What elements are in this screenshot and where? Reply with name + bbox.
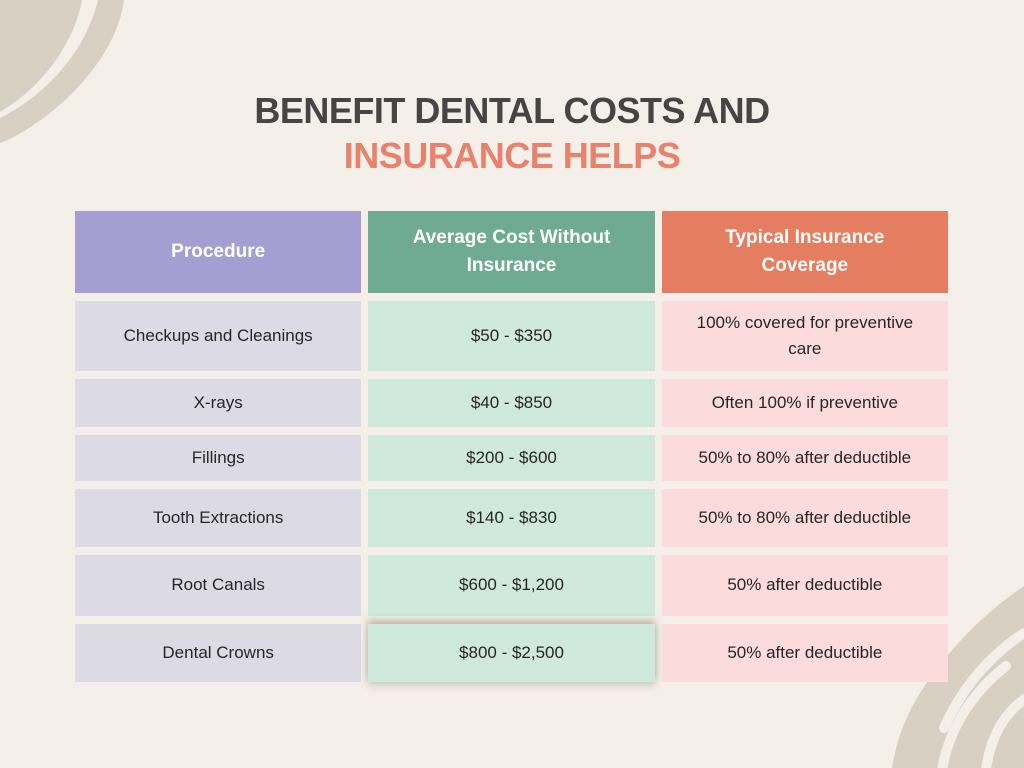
table-cell-cost: $200 - $600 (368, 435, 655, 481)
table-cell-coverage: Often 100% if preventive (661, 379, 948, 427)
table-cell-coverage: 50% to 80% after deductible (661, 489, 948, 547)
table-cell-coverage: 50% after deductible (661, 555, 948, 616)
table-cell-procedure: Fillings (75, 435, 362, 481)
table-cell-procedure: Root Canals (75, 555, 362, 616)
table-cell-coverage: 50% to 80% after deductible (661, 435, 948, 481)
table-cell-procedure: Tooth Extractions (75, 489, 362, 547)
column-header-procedure: Procedure (75, 211, 362, 293)
dental-costs-table: Procedure Average Cost Without Insurance… (75, 211, 948, 682)
table-cell-cost: $600 - $1,200 (368, 555, 655, 616)
page-title: BENEFIT DENTAL COSTS AND INSURANCE HELPS (0, 88, 1024, 178)
page-title-line-1: BENEFIT DENTAL COSTS AND (254, 90, 770, 131)
table-cell-cost: $800 - $2,500 (368, 624, 655, 682)
page-title-line-2: INSURANCE HELPS (343, 135, 681, 176)
column-header-insurance-coverage: Typical Insurance Coverage (661, 211, 948, 293)
table-cell-procedure: Dental Crowns (75, 624, 362, 682)
table-cell-procedure: Checkups and Cleanings (75, 301, 362, 371)
table-cell-procedure: X-rays (75, 379, 362, 427)
table-cell-cost: $140 - $830 (368, 489, 655, 547)
table-cell-cost: $40 - $850 (368, 379, 655, 427)
column-header-average-cost: Average Cost Without Insurance (368, 211, 655, 293)
table-cell-coverage: 100% covered for preventive care (661, 301, 948, 371)
table-cell-coverage: 50% after deductible (661, 624, 948, 682)
table-cell-cost: $50 - $350 (368, 301, 655, 371)
